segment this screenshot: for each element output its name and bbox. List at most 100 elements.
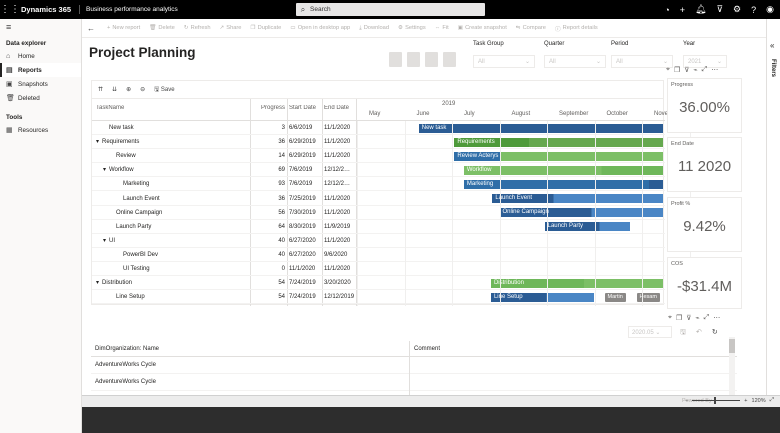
gantt-row[interactable]: New task 3 6/6/2019 11/1/2020 New task (92, 121, 665, 136)
fit-page-icon[interactable]: ⤢ (769, 397, 774, 403)
gantt-bar[interactable]: Review Acterys (454, 151, 663, 161)
zoom-in-icon[interactable]: + (744, 397, 748, 404)
kpi-card-end-date[interactable]: End Date 11 2020 (667, 137, 742, 192)
compare-button[interactable]: ⇋ Compare (515, 25, 546, 31)
notification-icon[interactable]: 🔔︎ (695, 4, 707, 14)
gantt-bar[interactable]: Requirements (454, 137, 663, 147)
zoom-slider[interactable] (692, 397, 741, 404)
gantt-row[interactable]: ▾ Requirements 36 6/29/2019 11/1/2020 Require… (92, 135, 665, 150)
slicer-dropdown[interactable]: All ⌄ (611, 55, 673, 68)
expander-icon[interactable]: ▾ (96, 139, 100, 146)
slicer-dropdown[interactable]: All ⌄ (544, 55, 606, 68)
nav-item-home[interactable]: ⌂ Home (0, 49, 81, 63)
save-button[interactable]: 🖫︎ Save (154, 86, 175, 93)
expander-icon[interactable]: ▾ (103, 237, 107, 244)
chart-icon[interactable]: ⌁ (695, 315, 700, 322)
zoom-in-icon[interactable]: ⊕ (126, 87, 132, 93)
expander-icon[interactable]: ▾ (103, 167, 107, 174)
col-header-org[interactable]: DimOrganization: Name (95, 346, 160, 352)
table-row[interactable]: AdventureWorks Cycle (91, 374, 737, 391)
col-header-end[interactable]: End Date (324, 105, 350, 111)
expander-icon[interactable]: ▾ (96, 280, 100, 287)
period-dropdown[interactable]: 2020.05 ⌄ (628, 326, 672, 338)
zoom-knob[interactable] (714, 397, 717, 404)
filter-icon[interactable]: ⊽ (716, 4, 724, 14)
collapse-all-icon[interactable]: ⇈ (98, 87, 104, 93)
gantt-bar[interactable]: Distribution (490, 278, 663, 288)
table-scrollbar[interactable] (729, 337, 735, 395)
col-header-start[interactable]: Start Date (289, 105, 317, 111)
nav-item-deleted[interactable]: 🗑︎ Deleted (0, 91, 81, 105)
gantt-row[interactable]: Marketing 93 7/6/2019 12/12/2… Marketing (92, 177, 665, 192)
col-header-comment[interactable]: Comment (414, 346, 441, 352)
share-button[interactable]: ↗ Share (219, 25, 242, 31)
col-header-taskname[interactable]: TaskName (96, 105, 125, 111)
table-visual-icon[interactable] (389, 52, 402, 67)
app-launcher-icon[interactable]: ⋮⋮ (0, 4, 20, 15)
create-snapshot-button[interactable]: ▣ Create snapshot (457, 25, 507, 31)
app-name[interactable]: Business performance analytics (86, 6, 178, 13)
gantt-bar[interactable]: Marketing (463, 179, 663, 189)
search-box[interactable]: ⌕ Search (296, 3, 485, 16)
gantt-row[interactable]: ▾ Workflow 69 7/6/2019 12/12/2… Workflow (92, 163, 665, 178)
copy-icon[interactable]: ❐ (673, 67, 681, 74)
brand-name[interactable]: Dynamics 365 (21, 5, 81, 14)
chart-icon[interactable]: ⌁ (693, 67, 698, 74)
hamburger-icon[interactable]: ≡ (6, 22, 12, 32)
more-options-icon[interactable]: ⋯ (713, 315, 721, 322)
kpi-card-progress[interactable]: Progress 36.00% (667, 78, 742, 133)
gantt-row[interactable]: Launch Event 36 7/25/2019 11/1/2020 Launch E… (92, 192, 665, 206)
col-header-progress[interactable]: Progress (260, 105, 285, 111)
pin-icon[interactable]: ⌖ (668, 314, 672, 321)
gantt-row[interactable]: Line Setup 54 7/24/2019 12/12/2019 Line Setu… (92, 290, 665, 305)
chevron-left-icon[interactable]: « (770, 41, 775, 50)
copy-icon[interactable]: ❐ (675, 315, 683, 322)
duplicate-button[interactable]: ❐ Duplicate (250, 25, 282, 31)
kpi-card-profit[interactable]: Profit % 9.42% (667, 197, 742, 252)
nav-item-snapshots[interactable]: ▣ Snapshots (0, 77, 81, 91)
clipboard-visual-icon[interactable] (425, 52, 438, 67)
zoom-out-icon[interactable]: − (685, 397, 689, 404)
add-icon[interactable]: + (679, 4, 686, 15)
filters-pane[interactable]: « Filters (766, 19, 780, 395)
grid-visual-icon[interactable] (443, 52, 456, 67)
focus-mode-icon[interactable]: ⤢ (703, 314, 710, 321)
gantt-bar[interactable]: Line Setup (490, 292, 595, 302)
avatar[interactable]: ◉ (766, 4, 774, 14)
gantt-bar[interactable]: Online Campaign (499, 208, 663, 218)
back-arrow-icon[interactable]: ← (87, 23, 95, 33)
zoom-out-icon[interactable]: ⊖ (140, 87, 146, 93)
slicer-dropdown[interactable]: All ⌄ (473, 55, 535, 68)
gantt-bar[interactable]: Launch Party (544, 222, 631, 232)
gantt-row[interactable]: Review 14 6/29/2019 11/1/2020 Review Acterys (92, 149, 665, 164)
table-row[interactable]: AdventureWorks Cycle (91, 357, 737, 374)
scrollbar-thumb[interactable] (729, 339, 735, 353)
slicer-dropdown[interactable]: 2021 ⌄ (683, 55, 727, 68)
delete-button[interactable]: 🗑︎ Delete (149, 25, 175, 31)
gantt-row[interactable]: Launch Party 64 8/30/2019 11/9/2019 Launch P… (92, 220, 665, 234)
gantt-row[interactable]: ▾ Distribution 54 7/24/2019 3/20/2020 Distrib… (92, 276, 665, 291)
new-report-button[interactable]: + New report (107, 25, 141, 31)
gantt-row[interactable]: PowerBI Dev 40 6/27/2020 9/6/2020 (92, 248, 665, 262)
more-options-icon[interactable]: ⋯ (711, 67, 719, 74)
gantt-row[interactable]: Online Campaign 56 7/30/2019 11/1/2020 Onlin… (92, 206, 665, 220)
zoom-control[interactable]: − + 120% ⤢ (685, 397, 774, 404)
nav-item-resources[interactable]: ▦ Resources (0, 123, 81, 137)
focus-mode-icon[interactable]: ⤢ (701, 66, 708, 73)
gantt-bar[interactable]: Workflow (463, 165, 663, 175)
settings-icon[interactable]: ⚙ (733, 4, 742, 14)
save-icon[interactable]: 🖫︎ (680, 329, 686, 336)
fit-button[interactable]: ⇔ Fit (434, 25, 449, 31)
open-desktop-button[interactable]: ▭ Open in desktop app (290, 25, 351, 31)
report-details-button[interactable]: ⓘ Report details (554, 25, 598, 33)
undo-icon[interactable]: ↶ (695, 329, 702, 336)
expand-all-icon[interactable]: ⇊ (112, 87, 118, 93)
refresh-button[interactable]: ↻ Refresh (183, 25, 211, 31)
refresh-icon[interactable]: ↻ (711, 329, 718, 336)
assistant-icon[interactable]: ◔ (664, 4, 670, 15)
gantt-bar[interactable]: New task (418, 123, 663, 133)
settings-button[interactable]: ⚙ Settings (398, 25, 426, 31)
help-icon[interactable]: ? (751, 4, 757, 15)
matrix-visual-icon[interactable] (407, 52, 420, 67)
gantt-row[interactable]: ▾ UI 40 6/27/2020 11/1/2020 (92, 234, 665, 248)
